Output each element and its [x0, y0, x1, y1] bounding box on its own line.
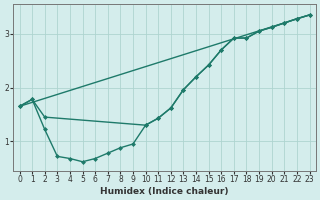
X-axis label: Humidex (Indice chaleur): Humidex (Indice chaleur)	[100, 187, 229, 196]
